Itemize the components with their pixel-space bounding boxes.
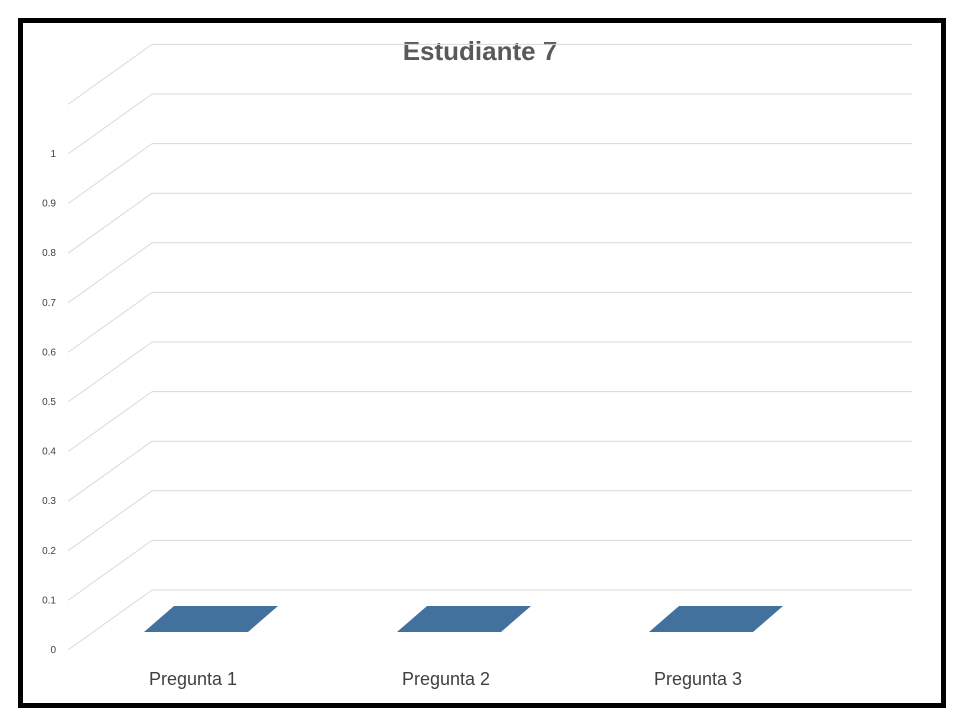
chart-frame — [18, 18, 946, 708]
y-tick-label: 0.9 — [42, 199, 56, 210]
gridline-depth — [67, 93, 153, 155]
gridline-depth — [67, 143, 153, 205]
y-tick-label: 0.2 — [42, 546, 56, 557]
y-tick-label: 1 — [50, 149, 56, 160]
y-tick-label: 0.8 — [42, 248, 56, 259]
x-category-label: Pregunta 2 — [402, 669, 490, 689]
y-tick-label: 0.1 — [42, 595, 56, 606]
x-axis-categories: Pregunta 1 Pregunta 2 Pregunta 3 — [149, 669, 742, 689]
gridline-depth — [67, 539, 153, 601]
gridline-depth — [67, 490, 153, 552]
gridlines — [67, 43, 912, 651]
bar-3 — [649, 606, 783, 632]
gridline-depth — [67, 589, 153, 651]
gridline-depth — [67, 341, 153, 403]
y-tick-label: 0.4 — [42, 447, 56, 458]
bar-2 — [397, 606, 531, 632]
x-category-label: Pregunta 1 — [149, 669, 237, 689]
y-tick-label: 0.6 — [42, 347, 56, 358]
gridline-depth — [67, 291, 153, 353]
y-tick-label: 0.3 — [42, 496, 56, 507]
gridline-depth — [67, 440, 153, 502]
y-tick-label: 0.7 — [42, 298, 56, 309]
y-tick-label: 0 — [50, 645, 56, 656]
gridline-depth — [67, 43, 153, 105]
y-tick-label: 0.5 — [42, 397, 56, 408]
gridline-depth — [67, 242, 153, 304]
gridline-depth — [67, 192, 153, 254]
x-category-label: Pregunta 3 — [654, 669, 742, 689]
y-axis-ticks: 0 0.1 0.2 0.3 0.4 0.5 0.6 0.7 0.8 0.9 1 — [42, 149, 56, 656]
gridline-depth — [67, 391, 153, 453]
chart-title: Estudiante 7 — [403, 36, 558, 66]
bar-1 — [144, 606, 278, 632]
bars — [144, 606, 783, 632]
